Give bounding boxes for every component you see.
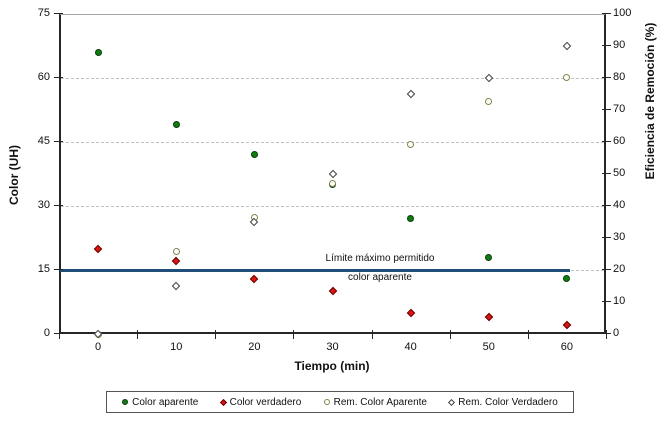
y-axis-tick-label-right: 80 [613,71,626,83]
limit-annotation-line1: Límite máximo permitido [325,253,435,264]
y-axis-tick-label-right: 70 [613,103,626,115]
diamond-open-icon [448,398,456,406]
circle-filled-icon [122,399,129,405]
x-axis-tick [215,330,217,339]
legend-item: Color verdadero [219,396,302,408]
y-axis-tick-right [602,269,611,270]
data-point-circle-open [329,180,336,188]
limit-line [60,268,570,272]
y-axis-tick-label-left: 60 [37,71,50,83]
y-axis-tick-label-right: 40 [613,199,626,211]
gridline [61,78,604,79]
gridline [61,142,604,143]
data-point-circle-filled [172,121,180,129]
y-axis-tick-left [54,333,63,334]
data-point-circle-filled [563,275,571,283]
y-axis-tick-left [54,13,63,14]
x-axis-tick-label: 20 [248,341,261,353]
y-axis-tick-left [54,77,63,78]
x-axis-tick [293,330,295,339]
y-axis-tick-right [602,205,611,206]
x-axis-tick-label: 50 [482,341,495,353]
x-axis-tick-label: 10 [170,341,183,353]
y-axis-tick-right [602,141,611,142]
x-axis-tick [527,330,529,339]
x-axis-tick [449,330,451,339]
x-axis-tick-label: 40 [404,341,417,353]
y-axis-tick-label-right: 50 [613,167,626,179]
y-axis-title-left: Color (UH) [7,145,21,205]
legend-item: Color aparente [122,397,198,408]
data-point-circle-open [172,247,180,255]
legend-label: Rem. Color Verdadero [458,396,558,408]
y-axis-tick-left [54,141,63,142]
legend-item: Rem. Color Aparente [323,396,427,408]
y-axis-tick-right [602,13,611,14]
data-point-circle-filled [250,151,258,159]
y-axis-tick-label-right: 30 [613,231,626,243]
data-point-circle-filled [485,253,493,261]
x-axis-tick [371,330,373,339]
y-axis-tick-label-right: 10 [613,295,626,307]
y-axis-tick-label-left: 30 [37,199,50,211]
x-axis-tick [606,330,607,339]
legend-item: Rem. Color Verdadero [448,396,558,408]
y-axis-tick-label-right: 90 [613,39,626,51]
y-axis-tick-label-right: 0 [613,327,620,339]
y-axis-tick-label-right: 60 [613,135,626,147]
x-axis-tick-label: 0 [95,341,102,353]
y-axis-tick-right [602,45,611,46]
legend-label: Color aparente [132,396,199,408]
y-axis-tick-label-right: 20 [613,263,626,275]
diamond-filled-icon [219,398,227,406]
y-axis-tick-right [602,237,611,238]
y-axis-tick-left [54,269,63,270]
x-axis-tick-label: 30 [326,341,339,353]
x-axis-tick [59,330,60,339]
y-axis-title-right: Eficiencia de Remoción (%) [643,22,657,180]
gridline [61,206,604,207]
circle-open-icon [323,399,330,405]
y-axis-tick-right [602,77,611,78]
data-point-circle-filled [407,215,415,223]
y-axis-tick-label-left: 45 [37,135,50,147]
y-axis-tick-label-left: 75 [37,7,50,19]
y-axis-tick-right [602,301,611,302]
data-point-circle-open [407,141,415,149]
y-axis-tick-label-left: 0 [43,327,50,339]
legend-label: Color verdadero [229,396,302,408]
y-axis-tick-right [602,173,611,174]
legend-label: Rem. Color Aparente [333,396,427,408]
x-axis-tick [137,330,139,339]
y-axis-tick-right [602,109,611,110]
data-point-circle-filled [94,48,102,56]
data-point-circle-open [563,73,571,81]
y-axis-tick-label-left: 15 [37,263,50,275]
legend: Color aparente Color verdadero Rem. Color … [106,391,574,413]
limit-annotation-line2: color aparente [348,272,412,283]
y-axis-tick-label-right: 100 [613,7,632,19]
x-axis-title: Tiempo (min) [294,359,370,373]
x-axis-tick-label: 60 [560,341,574,353]
y-axis-tick-left [54,205,63,206]
data-point-circle-open [485,97,493,105]
